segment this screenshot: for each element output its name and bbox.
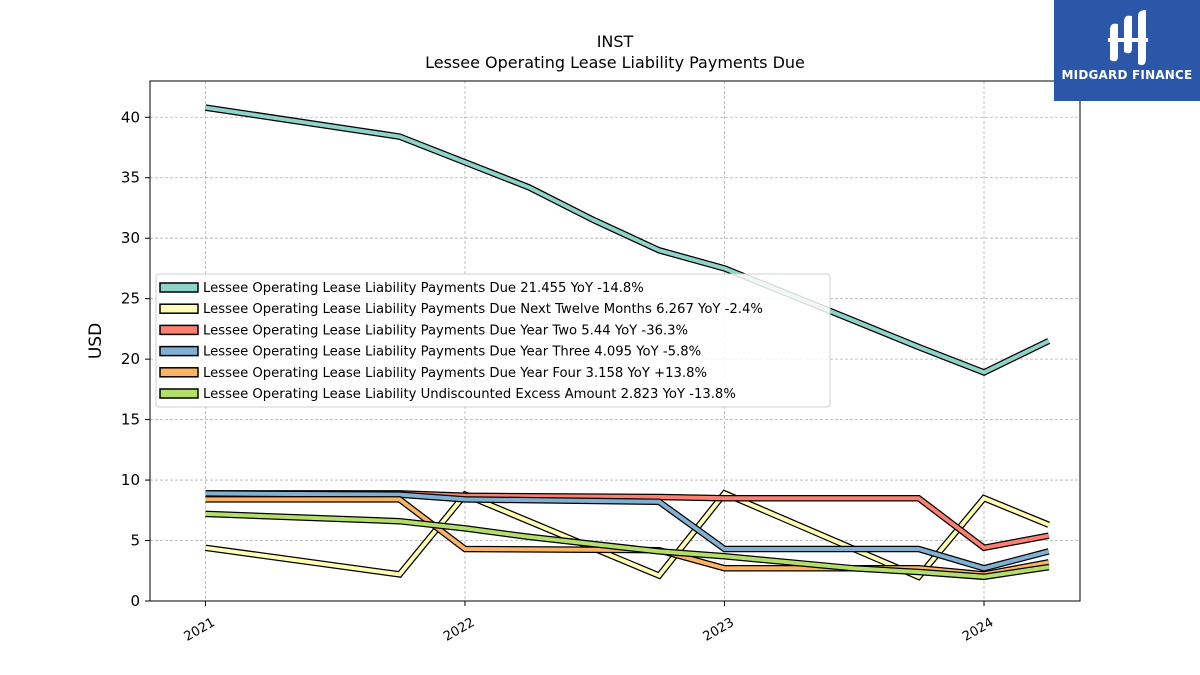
chart-title: INST	[597, 32, 634, 51]
y-tick-label: 0	[130, 592, 140, 610]
y-tick-label: 25	[121, 290, 140, 308]
chart-subtitle: Lessee Operating Lease Liability Payment…	[425, 53, 805, 72]
legend: Lessee Operating Lease Liability Payment…	[155, 273, 831, 408]
series-layer	[205, 104, 1051, 581]
y-tick-label: 15	[121, 411, 140, 429]
legend-swatch	[159, 303, 199, 314]
legend-swatch	[159, 367, 199, 378]
y-tick-label: 10	[121, 471, 140, 489]
midgard-logo-mark-icon	[1108, 10, 1148, 66]
legend-box	[155, 273, 831, 408]
legend-label: Lessee Operating Lease Liability Payment…	[203, 323, 688, 338]
y-tick-label: 20	[121, 350, 140, 368]
legend-label: Lessee Operating Lease Liability Undisco…	[203, 387, 736, 402]
legend-label: Lessee Operating Lease Liability Payment…	[203, 366, 707, 381]
legend-swatch	[159, 388, 199, 399]
midgard-finance-logo: MIDGARD FINANCE	[1054, 0, 1200, 101]
legend-swatch	[159, 324, 199, 336]
y-tick-label: 35	[121, 169, 140, 187]
series-line-6	[205, 511, 1049, 579]
plot-frame	[149, 80, 1081, 602]
y-tick-label: 30	[121, 229, 140, 247]
legend-swatch	[159, 345, 199, 357]
legend-label: Lessee Operating Lease Liability Payment…	[203, 281, 644, 296]
legend-label: Lessee Operating Lease Liability Payment…	[203, 302, 763, 317]
y-axis-label: USD	[86, 323, 106, 359]
series-line-4	[205, 491, 1050, 571]
series-line-2	[205, 490, 1050, 580]
legend-label: Lessee Operating Lease Liability Payment…	[203, 345, 701, 360]
series-line-1	[205, 105, 1050, 375]
logo-text: MIDGARD FINANCE	[1061, 68, 1193, 82]
legend-swatch	[159, 282, 199, 293]
y-tick-label: 40	[121, 108, 140, 126]
y-tick-label: 5	[130, 532, 140, 550]
